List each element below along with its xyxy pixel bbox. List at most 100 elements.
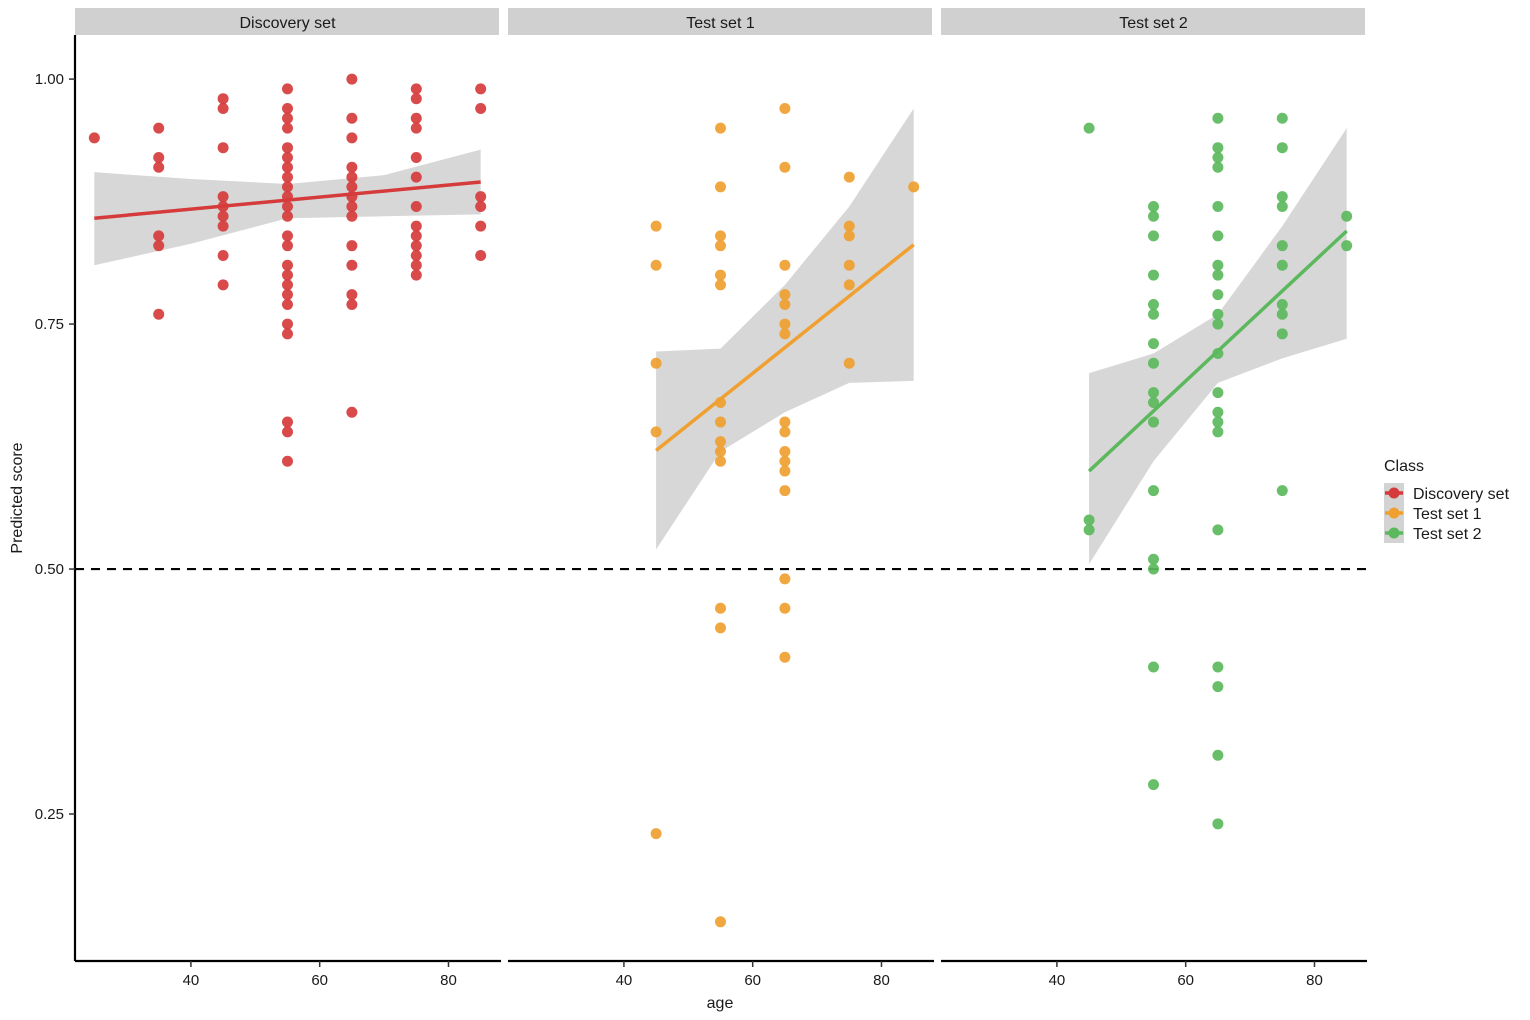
data-points [88, 73, 487, 467]
data-point [779, 102, 791, 114]
data-point [1148, 779, 1159, 791]
data-point [1212, 749, 1224, 761]
data-point [1212, 524, 1224, 536]
data-point [410, 240, 422, 252]
legend-item: Test set 2 [1384, 523, 1482, 543]
data-point [282, 259, 293, 271]
data-point [1276, 308, 1288, 320]
data-point [1212, 406, 1224, 418]
data-point [715, 230, 726, 242]
data-point [1212, 289, 1224, 301]
data-point [779, 328, 791, 340]
data-point [282, 181, 293, 193]
legend: Class Discovery set Test set 1 Test set 2 [1384, 458, 1510, 543]
data-point [1341, 240, 1353, 252]
data-point [410, 249, 422, 261]
data-point [779, 602, 791, 614]
data-point [779, 289, 791, 301]
data-point [282, 210, 293, 222]
data-point [715, 445, 726, 457]
data-point [346, 171, 358, 183]
data-point [843, 171, 855, 183]
data-point [217, 93, 229, 105]
data-point [153, 308, 165, 320]
data-point [1341, 210, 1353, 222]
data-point [346, 200, 358, 212]
data-point [346, 112, 358, 124]
data-point [1276, 191, 1288, 203]
x-tick-label: 60 [311, 972, 328, 989]
data-point [282, 426, 293, 438]
data-point [1212, 112, 1224, 124]
data-point [410, 220, 422, 232]
x-tick-label: 80 [440, 972, 457, 989]
data-point [282, 318, 293, 330]
data-point [282, 279, 293, 291]
data-point [1148, 298, 1159, 310]
data-point [1212, 151, 1224, 163]
data-point [346, 181, 358, 193]
data-point [715, 181, 726, 193]
data-point [779, 259, 791, 271]
data-point [410, 230, 422, 242]
data-point [88, 132, 100, 144]
data-point [715, 240, 726, 252]
data-point [715, 416, 726, 428]
data-point [410, 269, 422, 281]
data-point [282, 112, 293, 124]
data-point [282, 269, 293, 281]
data-point [282, 230, 293, 242]
data-point [1212, 416, 1224, 428]
legend-label: Test set 2 [1413, 526, 1482, 543]
data-point [282, 289, 293, 301]
data-point [715, 455, 726, 467]
y-axis: 0.25 0.50 0.75 1.00 [35, 35, 77, 961]
data-point [217, 279, 229, 291]
legend-items: Discovery set Test set 1 Test set 2 [1384, 483, 1510, 543]
data-point [475, 102, 487, 114]
data-point [1148, 553, 1159, 565]
data-point [1276, 240, 1288, 252]
data-point [1148, 200, 1159, 212]
data-point [410, 83, 422, 95]
data-point [779, 445, 791, 457]
y-axis-title: Predicted score [9, 442, 26, 553]
data-point [153, 161, 165, 173]
data-point [346, 406, 358, 418]
y-tick-label: 0.50 [35, 561, 64, 578]
data-point [715, 916, 726, 928]
x-tick-label: 80 [873, 972, 890, 989]
data-point [282, 200, 293, 212]
data-point [410, 171, 422, 183]
data-point [282, 102, 293, 114]
data-point [1212, 230, 1224, 242]
data-point [1276, 112, 1288, 124]
data-point [282, 328, 293, 340]
data-point [715, 269, 726, 281]
x-tick-label: 80 [1306, 972, 1323, 989]
facet-strip-label: Discovery set [239, 15, 336, 32]
data-point [410, 200, 422, 212]
data-point [908, 181, 920, 193]
regression-line [1087, 229, 1348, 473]
data-point [1083, 524, 1095, 536]
confidence-band [1089, 128, 1347, 565]
x-tick-label: 60 [1177, 972, 1194, 989]
data-point [1212, 681, 1224, 693]
data-point [843, 220, 855, 232]
data-point [1212, 318, 1224, 330]
facet-panel: Test set 1 40 60 80 [508, 8, 934, 989]
legend-key-point [1388, 487, 1400, 499]
data-point [779, 485, 791, 497]
data-point [475, 200, 487, 212]
data-point [843, 259, 855, 271]
data-point [346, 259, 358, 271]
data-point [650, 259, 662, 271]
data-point [410, 93, 422, 105]
facet-panel: Test set 2 40 60 80 [941, 8, 1367, 989]
y-tick-label: 0.25 [35, 806, 64, 823]
data-point [779, 161, 791, 173]
data-point [153, 240, 165, 252]
